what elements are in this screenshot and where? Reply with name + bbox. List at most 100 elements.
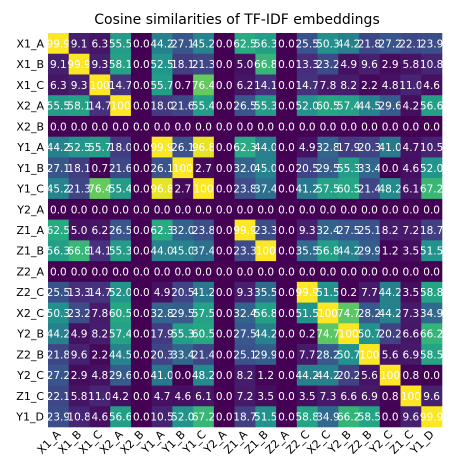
heatmap-cell — [317, 364, 339, 386]
cell-value-label: 10.8 — [420, 59, 443, 71]
heatmap-cell — [379, 406, 401, 428]
heatmap-cell — [400, 344, 422, 366]
cell-value-label: 23.2 — [67, 308, 90, 320]
cell-value-label: 4.2 — [403, 101, 420, 113]
cell-value-label: 4.6 — [91, 412, 108, 424]
heatmap-cell — [296, 240, 318, 262]
row-tick-label: Z1_A — [16, 224, 44, 237]
cell-value-label: 44.2 — [337, 38, 360, 50]
heatmap-cell — [234, 219, 256, 241]
heatmap-cell — [193, 281, 215, 303]
cell-value-label: 11.0 — [399, 80, 422, 92]
heatmap-cell — [48, 406, 70, 428]
cell-value-label: 7.7 — [361, 287, 378, 299]
cell-value-label: 27.2 — [47, 370, 70, 382]
cell-value-label: 0.0 — [403, 266, 420, 278]
cell-value-label: 74.7 — [337, 308, 360, 320]
heatmap-cell — [68, 33, 90, 55]
cell-value-label: 0.0 — [423, 121, 440, 133]
heatmap-cell — [317, 219, 339, 241]
cell-value-label: 0.0 — [340, 266, 357, 278]
heatmap-cell — [379, 302, 401, 324]
heatmap-cell — [89, 302, 111, 324]
heatmap-cell — [276, 95, 298, 117]
heatmap-cell — [234, 240, 256, 262]
row-tick-label: Z2_C — [16, 286, 44, 299]
heatmap-cell — [296, 261, 318, 283]
cell-value-label: 0.0 — [278, 80, 295, 92]
heatmap-cell — [151, 219, 173, 241]
cell-value-label: 0.0 — [133, 184, 150, 196]
cell-value-label: 7.2 — [237, 391, 254, 403]
cell-value-label: 23.8 — [192, 225, 215, 237]
heatmap-cell — [359, 261, 381, 283]
cell-value-label: 62.5 — [47, 225, 70, 237]
heatmap-cell — [234, 344, 256, 366]
cell-value-label: 44.2 — [378, 308, 401, 320]
cell-value-label: 99.9 — [233, 225, 256, 237]
cell-value-label: 55.4 — [192, 101, 216, 113]
heatmap-cell — [338, 261, 360, 283]
heatmap-cell — [48, 74, 70, 96]
heatmap-cell — [130, 364, 152, 386]
heatmap-cell — [338, 136, 360, 158]
cell-value-label: 13.3 — [296, 59, 319, 71]
heatmap-cell — [68, 74, 90, 96]
heatmap-cell — [48, 198, 70, 220]
cell-value-label: 55.7 — [88, 142, 111, 154]
heatmap-cell — [255, 178, 277, 200]
heatmap-cell — [296, 198, 318, 220]
cell-value-label: 25.1 — [358, 225, 381, 237]
cell-value-label: 5.0 — [237, 59, 254, 71]
cell-value-label: 14.7 — [88, 287, 111, 299]
heatmap-cell — [255, 219, 277, 241]
heatmap-cell — [359, 344, 381, 366]
cell-value-label: 60.5 — [192, 329, 215, 341]
cell-value-label: 23.9 — [420, 38, 443, 50]
cell-value-label: 0.0 — [423, 370, 440, 382]
cell-value-label: 17.9 — [337, 142, 360, 154]
cell-value-label: 21.4 — [358, 184, 382, 196]
heatmap-cell — [89, 344, 111, 366]
heatmap-cell — [400, 281, 422, 303]
heatmap-cell — [193, 74, 215, 96]
cell-value-label: 66.2 — [420, 329, 443, 341]
cell-value-label: 0.0 — [133, 246, 150, 258]
heatmap-cell — [110, 406, 132, 428]
cell-value-label: 8.2 — [340, 80, 357, 92]
heatmap-cell — [213, 53, 235, 75]
cell-value-label: 0.0 — [278, 412, 295, 424]
cell-value-label: 99.9 — [296, 287, 319, 299]
heatmap-cell — [317, 385, 339, 407]
heatmap-cell — [110, 364, 132, 386]
cell-value-label: 13.3 — [67, 287, 90, 299]
row-tick-label: X2_A — [16, 100, 44, 113]
heatmap-cell — [234, 74, 256, 96]
cell-value-label: 0.0 — [299, 121, 316, 133]
heatmap-cell — [193, 219, 215, 241]
heatmap-cell — [276, 385, 298, 407]
cell-value-label: 35.5 — [254, 287, 277, 299]
cell-value-label: 3.5 — [403, 246, 420, 258]
heatmap-cell — [48, 302, 70, 324]
heatmap-cell — [400, 323, 422, 345]
heatmap-cell — [48, 178, 70, 200]
cell-value-label: 0.0 — [216, 101, 233, 113]
cell-value-label: 0.0 — [133, 101, 150, 113]
cell-value-label: 52.5 — [67, 142, 90, 154]
cell-value-label: 56.6 — [109, 412, 133, 424]
cell-value-label: 57.4 — [109, 329, 133, 341]
heatmap-cell — [359, 240, 381, 262]
cell-value-label: 17.9 — [150, 329, 173, 341]
cell-value-label: 23.3 — [254, 225, 277, 237]
heatmap-cell — [48, 157, 70, 179]
cell-value-label: 21.6 — [171, 101, 195, 113]
heatmap-cell — [317, 281, 339, 303]
heatmap-cell — [68, 178, 90, 200]
heatmap-cell — [68, 95, 90, 117]
heatmap-cell — [317, 115, 339, 137]
heatmap-cell — [151, 95, 173, 117]
heatmap-cell — [172, 219, 194, 241]
heatmap-cell — [130, 240, 152, 262]
heatmap-cell — [255, 136, 277, 158]
